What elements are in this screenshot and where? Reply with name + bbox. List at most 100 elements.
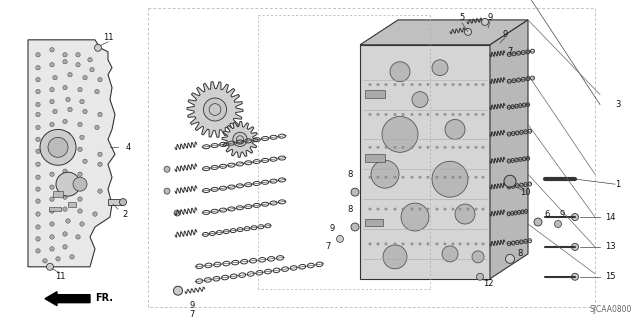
Circle shape [50, 235, 54, 239]
Circle shape [48, 137, 68, 157]
Circle shape [411, 208, 413, 210]
Circle shape [369, 113, 371, 116]
Circle shape [436, 243, 438, 245]
Text: 15: 15 [605, 272, 615, 281]
Circle shape [402, 243, 404, 245]
Circle shape [63, 145, 67, 149]
Circle shape [36, 149, 40, 154]
Circle shape [459, 113, 461, 116]
Circle shape [70, 255, 74, 259]
Circle shape [80, 222, 84, 226]
Circle shape [78, 122, 82, 127]
Circle shape [66, 157, 70, 162]
Circle shape [68, 107, 72, 112]
Circle shape [385, 208, 387, 210]
Circle shape [394, 243, 396, 245]
Circle shape [40, 129, 76, 165]
Text: 3: 3 [615, 100, 621, 109]
Text: 11: 11 [103, 33, 113, 42]
Circle shape [419, 243, 421, 245]
Circle shape [445, 119, 465, 140]
Circle shape [83, 76, 87, 80]
Circle shape [467, 84, 469, 86]
Circle shape [233, 132, 247, 147]
Polygon shape [222, 122, 258, 157]
Circle shape [394, 208, 396, 210]
Circle shape [436, 208, 438, 210]
Circle shape [36, 77, 40, 82]
Circle shape [78, 197, 82, 201]
Circle shape [436, 113, 438, 116]
Circle shape [436, 84, 438, 86]
Circle shape [475, 243, 477, 245]
Circle shape [36, 162, 40, 166]
Circle shape [95, 44, 102, 51]
Circle shape [36, 225, 40, 229]
Circle shape [419, 113, 421, 116]
Circle shape [164, 188, 170, 194]
Circle shape [43, 259, 47, 263]
Circle shape [63, 232, 67, 236]
Text: 11: 11 [55, 272, 65, 281]
Circle shape [83, 109, 87, 114]
Circle shape [98, 189, 102, 193]
Circle shape [412, 92, 428, 108]
Circle shape [50, 135, 54, 140]
Text: 7: 7 [325, 242, 331, 252]
Circle shape [76, 52, 80, 57]
Circle shape [36, 187, 40, 191]
Circle shape [36, 112, 40, 117]
Text: 10: 10 [520, 188, 531, 197]
Circle shape [444, 113, 446, 116]
Circle shape [459, 208, 461, 210]
Circle shape [394, 176, 396, 179]
Bar [365, 219, 383, 226]
Circle shape [50, 159, 54, 164]
Circle shape [554, 220, 561, 228]
Polygon shape [360, 20, 528, 45]
Text: 4: 4 [125, 143, 131, 152]
Circle shape [50, 247, 54, 251]
Circle shape [432, 60, 448, 76]
Circle shape [36, 249, 40, 253]
Circle shape [63, 245, 67, 249]
Circle shape [68, 72, 72, 77]
Circle shape [66, 132, 70, 137]
Text: 8: 8 [348, 170, 353, 179]
Circle shape [459, 243, 461, 245]
Circle shape [427, 84, 429, 86]
Circle shape [204, 98, 227, 121]
Circle shape [36, 125, 40, 130]
Circle shape [50, 122, 54, 127]
Text: 9: 9 [559, 210, 564, 219]
Circle shape [50, 62, 54, 67]
Circle shape [482, 113, 484, 116]
Circle shape [572, 213, 579, 220]
Circle shape [56, 172, 80, 196]
Circle shape [95, 89, 99, 94]
Text: 6: 6 [544, 210, 550, 219]
Circle shape [78, 87, 82, 92]
Polygon shape [490, 20, 528, 279]
Circle shape [419, 176, 421, 179]
Circle shape [78, 172, 82, 176]
Circle shape [173, 286, 182, 295]
Circle shape [419, 84, 421, 86]
Circle shape [394, 113, 396, 116]
Circle shape [76, 235, 80, 239]
Circle shape [63, 182, 67, 186]
Circle shape [73, 177, 87, 191]
Circle shape [83, 159, 87, 164]
Text: 8: 8 [348, 204, 353, 213]
Circle shape [444, 146, 446, 148]
Circle shape [475, 146, 477, 148]
Circle shape [427, 243, 429, 245]
Circle shape [351, 188, 359, 196]
Circle shape [369, 146, 371, 148]
Text: 1: 1 [616, 180, 621, 189]
Circle shape [50, 87, 54, 92]
Circle shape [459, 84, 461, 86]
Circle shape [401, 203, 429, 231]
Circle shape [482, 208, 484, 210]
Circle shape [36, 137, 40, 141]
